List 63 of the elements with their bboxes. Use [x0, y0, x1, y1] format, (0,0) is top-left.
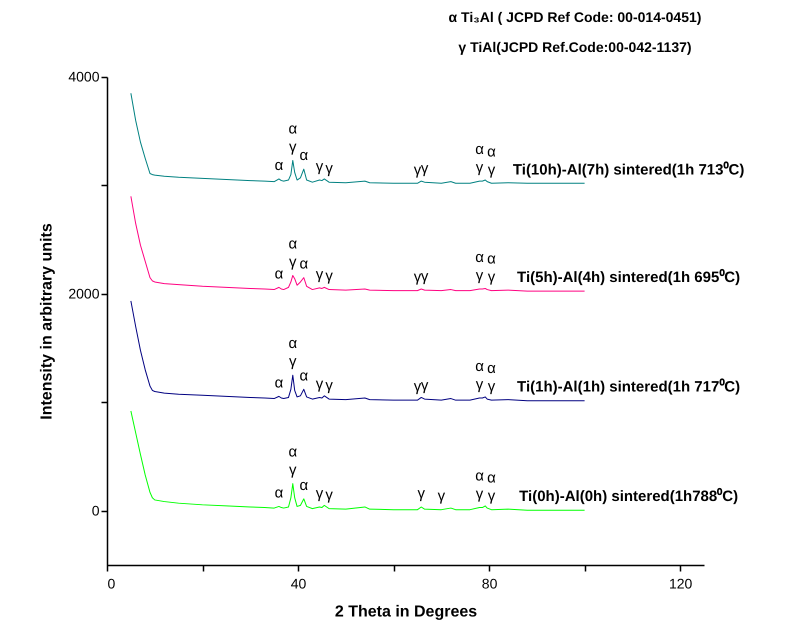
annotation: γ [418, 484, 426, 502]
x-tick-label: 0 [108, 576, 116, 592]
annotation: α [487, 250, 496, 268]
annotation: γ [325, 268, 334, 285]
annotation: α [487, 360, 496, 378]
series-label: Ti(5h)-Al(4h) sintered(1h 695⁰C) [517, 268, 740, 286]
x-tick-label: 40 [290, 576, 307, 592]
y-tick-label: 0 [92, 502, 100, 518]
annotation: α [299, 147, 308, 164]
annotation: α [274, 484, 284, 502]
annotation: γ [476, 159, 484, 176]
annotation: γ [414, 268, 422, 286]
annotation: γ [420, 377, 429, 394]
y-tick-label: 4000 [68, 68, 100, 84]
annotation: γ [488, 378, 496, 396]
annotation: α [274, 265, 284, 282]
annotation: γ [325, 377, 334, 394]
annotation: α [487, 143, 496, 160]
annotation: α [299, 476, 308, 494]
annotation: γ [488, 268, 496, 286]
annotation: γ [289, 353, 298, 370]
annotation: α [288, 235, 298, 252]
annotation: γ [316, 375, 324, 392]
annotation: α [299, 367, 308, 384]
annotation: α [274, 156, 284, 174]
series-label: Ti(0h)-Al(0h) sintered(1h788⁰C) [519, 487, 738, 506]
x-axis-title: 2 Theta in Degrees [334, 604, 478, 620]
x-tick-label: 120 [668, 576, 693, 592]
annotation: γ [488, 161, 496, 178]
annotation: α [288, 335, 298, 352]
annotation: γ [476, 376, 484, 393]
annotation: α [487, 470, 496, 487]
annotation: γ [289, 138, 298, 156]
annotation: α [274, 374, 284, 392]
annotation: γ [316, 158, 324, 176]
annotation: γ [476, 267, 484, 284]
annotation: γ [316, 484, 324, 502]
annotation: α [475, 358, 484, 375]
x-tick-label: 80 [482, 576, 498, 592]
annotation: γ [414, 161, 422, 178]
annotation: γ [289, 462, 298, 479]
annotation: α [288, 120, 298, 138]
annotation: γ [325, 486, 334, 504]
annotation: α [288, 444, 298, 461]
series-label: Ti(10h)-Al(7h) sintered(1h 713⁰C) [512, 160, 744, 178]
text: α Ti₃Al ( JCPD Ref Code: 00-014-0451) [448, 9, 702, 25]
annotation: γ [289, 253, 298, 270]
annotation: γ [325, 160, 334, 178]
annotation: γ [488, 488, 496, 505]
annotation: γ [438, 488, 446, 505]
annotation: γ [476, 486, 484, 503]
annotation: α [299, 256, 308, 273]
annotation: γ [420, 268, 429, 286]
annotation: α [475, 141, 484, 158]
y-axis-title: Intensity in arbitrary units [38, 223, 56, 420]
annotation: α [475, 468, 484, 485]
y-tick-label: 2000 [68, 285, 100, 302]
annotation: α [475, 249, 484, 266]
text: γ TiAl(JCPD Ref.Code:00-042-1137) [458, 39, 692, 55]
series-label: Ti(1h)-Al(1h) sintered(1h 717⁰C) [517, 378, 740, 396]
annotation: γ [316, 266, 324, 283]
annotation: γ [414, 378, 422, 396]
annotation: γ [420, 160, 429, 178]
